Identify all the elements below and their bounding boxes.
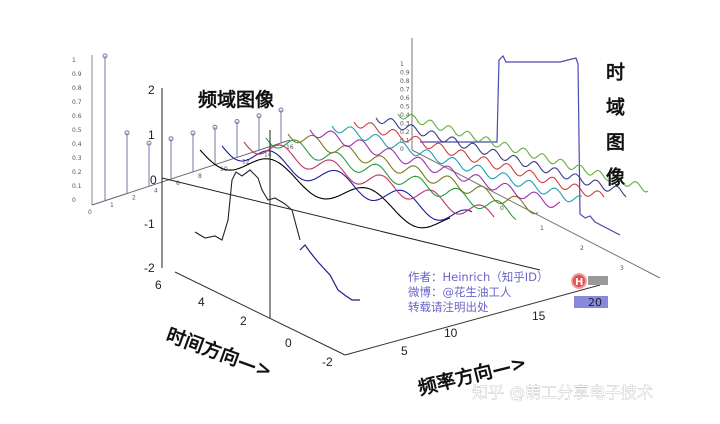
spectrum-y-tick: 0.3 (72, 155, 82, 162)
spectrum-y-tick: 0.1 (72, 183, 82, 190)
spectrum-y-tick: 0.4 (72, 141, 82, 148)
freq-tick: 10 (444, 326, 458, 340)
spectrum-marker (168, 136, 174, 142)
time-domain-x-tick: 0 (500, 205, 504, 212)
frequency-domain-title: 频域图像 (198, 88, 275, 111)
sum-trace-back (194, 169, 301, 241)
badge-value: 20 (588, 296, 602, 309)
time-domain-y-tick: 0.3 (400, 121, 410, 128)
time-domain-y-tick: 0.5 (400, 104, 410, 111)
badge-gray-bar (588, 276, 608, 285)
spectrum-marker (190, 130, 196, 136)
spectrum-marker (102, 53, 108, 59)
spectrum-panel: 10.90.80.70.60.50.40.30.20.10 0124681012… (72, 53, 294, 216)
spectrum-y-tick: 0 (72, 197, 76, 204)
spectrum-marker (234, 119, 240, 125)
watermark: 知乎 @萌工分享电子技术 (472, 383, 653, 402)
time-domain-y-tick: 0.6 (400, 95, 410, 102)
harmonic-curve (331, 125, 583, 203)
time-domain-y-tick: 0.4 (400, 112, 410, 119)
spectrum-x-tick: 2 (132, 195, 136, 202)
spectrum-x-tick: 12 (242, 159, 250, 166)
sum-trace-front (299, 244, 360, 301)
main-axes: 2 1 0 -1 -2 6 4 2 0 -2 5 10 15 (144, 83, 601, 369)
time-domain-x-tick: 1 (540, 225, 544, 232)
badge-h-icon (571, 273, 587, 289)
spectrum-y-tick: 0.8 (72, 85, 82, 92)
time-domain-y-tick: 0 (400, 146, 404, 153)
time-domain-x-tick: 3 (620, 265, 624, 272)
time-tick: 2 (240, 314, 247, 328)
z-tick: 1 (148, 128, 155, 142)
time-tick: 6 (155, 278, 162, 292)
spectrum-x-tick: 0 (88, 209, 92, 216)
spectrum-marker (256, 113, 262, 119)
spectrum-marker (278, 107, 284, 113)
spectrum-x-tick: 8 (198, 173, 202, 180)
spectrum-marker (212, 124, 218, 130)
time-domain-title: 时域图像 (603, 62, 625, 202)
harmonic-curve (397, 113, 649, 193)
time-axis-zero-line (161, 177, 541, 271)
time-tick: 0 (285, 336, 292, 350)
harmonic-curve (375, 117, 627, 198)
z-tick: -2 (144, 261, 155, 275)
spectrum-x-axis (91, 139, 291, 206)
spectrum-marker (146, 140, 152, 146)
spectrum-y-tick: 0.9 (72, 71, 82, 78)
spectrum-marker (124, 130, 130, 136)
z-tick: 2 (148, 83, 155, 97)
harmonic-curve (309, 129, 561, 208)
z-tick: -1 (144, 217, 155, 231)
harmonic-curve (353, 121, 605, 198)
credit-weibo: 微博：@花生油工人 (408, 285, 512, 299)
time-direction-label: 时间方向—> (163, 323, 275, 383)
spectrum-x-tick: 6 (176, 180, 180, 187)
time-domain-y-tick: 0.7 (400, 87, 410, 94)
spectrum-y-tick: 0.7 (72, 99, 82, 106)
spectrum-x-tick: 16 (286, 144, 294, 151)
freq-tick: 5 (401, 344, 408, 358)
spectrum-x-tick: 1 (110, 202, 114, 209)
time-tick: 4 (198, 295, 205, 309)
time-domain-y-tick: 0.8 (400, 78, 410, 85)
z-tick: 0 (150, 173, 157, 187)
time-domain-y-tick: 0.9 (400, 70, 410, 77)
frequency-axis (344, 284, 601, 356)
spectrum-x-tick: 14 (264, 151, 272, 158)
badge-value-box (574, 296, 608, 308)
time-axis (174, 271, 346, 356)
spectrum-y-tick: 1 (72, 57, 76, 64)
harmonic-curve (243, 141, 495, 218)
spectrum-y-tick: 0.6 (72, 113, 82, 120)
harmonic-curves (199, 113, 649, 229)
time-domain-y-tick: 0.2 (400, 129, 410, 136)
credit-author: 作者：Heinrich（知乎ID） (408, 270, 549, 284)
spectrum-y-tick: 0.5 (72, 127, 82, 134)
harmonic-curve (287, 133, 539, 215)
credit-note: 转载请注明出处 (408, 300, 489, 314)
freq-tick: 15 (532, 309, 546, 323)
badge-letter: H (575, 277, 583, 288)
harmonic-curve (199, 149, 451, 229)
time-tick: -2 (322, 355, 333, 369)
time-domain-y-tick: 1 (400, 61, 404, 68)
spectrum-x-tick: 4 (154, 187, 158, 194)
harmonic-curve (265, 137, 517, 220)
square-wave (420, 54, 621, 236)
time-domain-x-tick: 2 (580, 245, 584, 252)
harmonic-curve (221, 145, 473, 221)
spectrum-y-tick: 0.2 (72, 169, 82, 176)
